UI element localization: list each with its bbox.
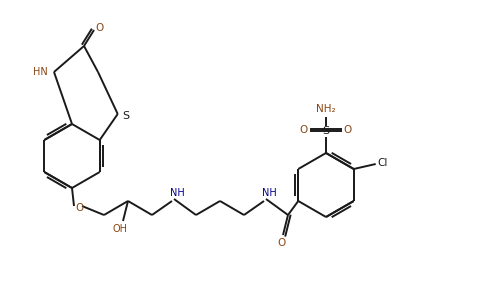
Text: O: O [277, 238, 285, 248]
Text: NH: NH [170, 188, 184, 198]
Text: O: O [344, 125, 352, 135]
Text: NH: NH [261, 188, 276, 198]
Text: O: O [75, 203, 83, 213]
Text: O: O [96, 23, 104, 33]
Text: Cl: Cl [377, 158, 388, 168]
Text: S: S [122, 111, 129, 121]
Text: OH: OH [113, 224, 127, 234]
Text: S: S [322, 126, 330, 136]
Text: O: O [300, 125, 308, 135]
Text: NH₂: NH₂ [316, 104, 336, 114]
Text: HN: HN [33, 67, 47, 77]
